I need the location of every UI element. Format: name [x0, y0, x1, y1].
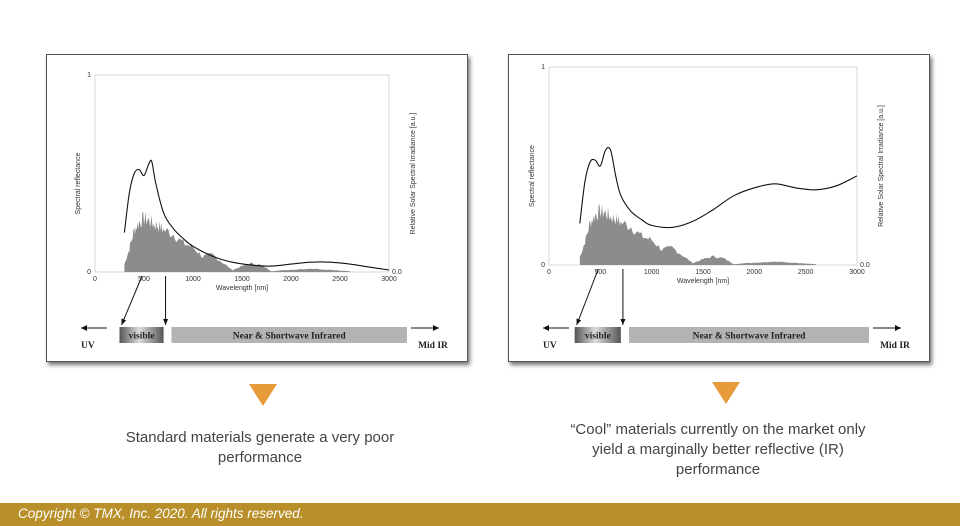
- reflectance-line: [123, 159, 390, 271]
- y-axis-label-left: Spectral reflectance: [75, 152, 82, 214]
- y-axis-label-left: Spectral reflectance: [529, 145, 536, 207]
- footer-bar: Copyright © TMX, Inc. 2020. All rights r…: [0, 503, 960, 526]
- band-label-mid-ir: Mid IR: [880, 341, 910, 351]
- chart-panel-standard: 0 500 1000 1500 2000 2500 3000 0 1 0.0 Wavelength…: [46, 54, 468, 362]
- caption-line: yield a marginally better reflective (IR…: [592, 441, 844, 458]
- chart-standard: 0 500 1000 1500 2000 2500 3000 0 1 0.0 Wavelength…: [75, 72, 448, 351]
- arrow-left-icon: [543, 325, 549, 331]
- irradiance-area: [579, 204, 816, 265]
- band-near-shortwave-ir: [629, 327, 869, 343]
- x-tick-label: 1500: [695, 269, 711, 276]
- band-label-visible: visible: [585, 332, 611, 342]
- arrow-right-icon: [895, 325, 901, 331]
- band-label-near-shortwave-ir: Near & Shortwave Infrared: [693, 332, 807, 342]
- y-tick-label: 0: [87, 269, 91, 276]
- chart-panel-cool: 0 500 1000 1500 2000 2500 3000 0 1 0.0 Wavelength…: [508, 54, 930, 362]
- x-tick-label: 3000: [381, 276, 397, 283]
- band-label-visible: visible: [129, 332, 155, 342]
- band-label-uv: UV: [81, 341, 95, 351]
- band-visible: [574, 327, 621, 343]
- y-tick-label: 0: [541, 262, 545, 269]
- caption-standard: Standard materials generate a very poor …: [60, 428, 460, 468]
- chart-cool: 0 500 1000 1500 2000 2500 3000 0 1 0.0 Wavelength…: [529, 64, 910, 351]
- arrow-left-icon: [81, 325, 87, 331]
- band-visible: [119, 327, 164, 343]
- arrowhead-icon: [576, 318, 582, 325]
- x-tick-label: 1500: [234, 276, 250, 283]
- spectrum-bands: UV visible Near & Shortwave Infrared Mid…: [543, 327, 910, 351]
- x-axis-label: Wavelength [nm]: [677, 278, 729, 285]
- plot-area: 0 500 1000 1500 2000 2500 3000 0 1 0.0: [541, 64, 901, 331]
- x-tick-label: 1000: [185, 276, 201, 283]
- band-pointer-arrow: [121, 275, 143, 326]
- x-tick-label: 2000: [283, 276, 299, 283]
- band-label-mid-ir: Mid IR: [418, 341, 448, 351]
- caption-line: Standard materials generate a very poor: [125, 429, 395, 446]
- y-tick-label-right: 0.0: [860, 262, 870, 269]
- y-axis-label-right: Relative Solar Spectral Irradiance [a.u.…: [878, 105, 885, 227]
- down-triangle-icon: [249, 384, 277, 406]
- band-near-shortwave-ir: [171, 327, 407, 343]
- arrow-right-icon: [433, 325, 439, 331]
- caption-line: “Cool” materials currently on the market…: [570, 421, 866, 438]
- x-tick-label: 500: [594, 269, 606, 276]
- band-label-uv: UV: [543, 341, 557, 351]
- band-pointer-arrow: [576, 268, 599, 326]
- arrowhead-icon: [620, 319, 626, 325]
- caption-cool: “Cool” materials currently on the market…: [508, 420, 928, 480]
- arrowhead-icon: [121, 318, 127, 325]
- x-tick-label: 2500: [798, 269, 814, 276]
- arrowhead-icon: [163, 319, 169, 325]
- caption-line: performance: [675, 461, 761, 478]
- x-tick-label: 0: [547, 269, 551, 276]
- down-triangle-icon: [712, 382, 740, 404]
- plot-area: 0 500 1000 1500 2000 2500 3000 0 1 0.0: [81, 72, 439, 331]
- spectrum-bands: UV visible Near & Shortwave Infrared Mid…: [81, 327, 448, 351]
- x-tick-label: 2500: [332, 276, 348, 283]
- y-axis-label-right: Relative Solar Spectral Irradiance [a.u.…: [410, 113, 417, 235]
- x-tick-label: 500: [138, 276, 150, 283]
- y-tick-label-right: 0.0: [392, 269, 402, 276]
- y-tick-label: 1: [541, 64, 545, 71]
- x-tick-label: 3000: [849, 269, 865, 276]
- x-axis-label: Wavelength [nm]: [216, 285, 268, 292]
- copyright-text: Copyright © TMX, Inc. 2020. All rights r…: [18, 506, 304, 521]
- x-tick-label: 0: [93, 276, 97, 283]
- irradiance-area: [124, 211, 350, 272]
- caption-line: performance: [217, 449, 303, 466]
- x-tick-label: 2000: [747, 269, 763, 276]
- reflectance-line: [579, 147, 858, 229]
- band-label-near-shortwave-ir: Near & Shortwave Infrared: [233, 332, 347, 342]
- x-tick-label: 1000: [644, 269, 660, 276]
- y-tick-label: 1: [87, 72, 91, 79]
